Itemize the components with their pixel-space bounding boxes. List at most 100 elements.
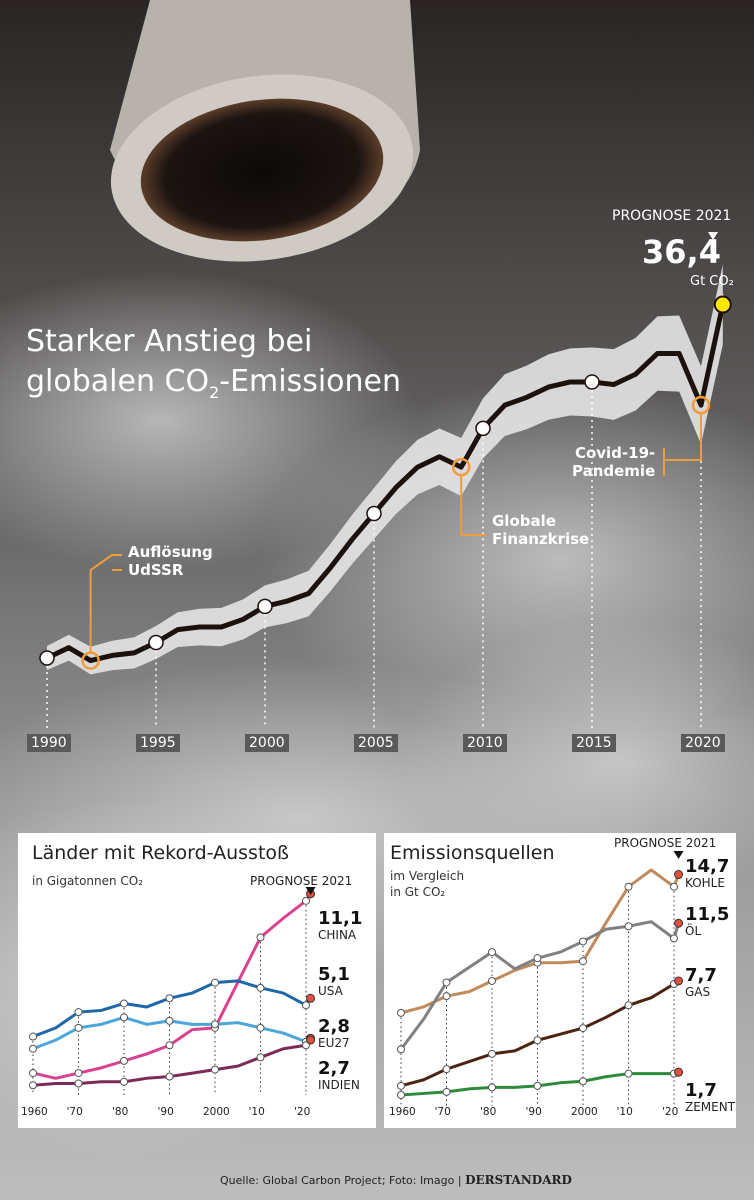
x-tick-'90: '90 [525, 1106, 542, 1118]
end-name-eu27: EU27 [318, 1036, 350, 1050]
end-value-china: 11,1 [318, 908, 363, 929]
main-prognose-label: PROGNOSE 2021 [612, 208, 732, 224]
x-tick-1960: 1960 [21, 1106, 48, 1118]
x-tick-2000: 2000 [571, 1106, 598, 1118]
annotation-line-udssr [89, 554, 122, 653]
point-zement-1960 [397, 1090, 405, 1099]
footer-credit: Quelle: Global Carbon Project; Foto: Ima… [220, 1173, 572, 1187]
point-eu27-1970 [74, 1023, 83, 1032]
point-kohle-1980 [488, 976, 496, 985]
x-tick-2000: 2000 [245, 734, 289, 752]
point-usa-2010 [256, 983, 265, 992]
point-kohle-1960 [397, 1008, 405, 1017]
annotation-udssr-line1: Auflösung [128, 543, 213, 561]
annotation-udssr-line2: UdSSR [128, 561, 184, 579]
x-tick-'80: '80 [112, 1106, 129, 1118]
point-gas-1960 [397, 1081, 405, 1090]
x-tick-2020: 2020 [681, 734, 725, 752]
x-tick-'10: '10 [248, 1106, 265, 1118]
point-2005 [366, 505, 382, 522]
point-china-1990 [165, 1041, 174, 1050]
point-zement-2010 [624, 1069, 633, 1078]
point-eu27-1990 [165, 1016, 174, 1025]
series-line-öl [399, 920, 680, 1051]
prognose-marker [673, 851, 684, 859]
countries-panel [18, 833, 376, 1128]
prognose-point-gas [674, 976, 684, 986]
point-öl-2010 [624, 922, 633, 931]
annotation-covid-line1: Covid-19- [574, 444, 656, 462]
annotation-finanzkrise-line1: Globale [492, 512, 556, 530]
annotation-covid: Covid-19- Pandemie [572, 444, 655, 480]
annotation-udssr: Auflösung UdSSR [128, 543, 213, 579]
x-tick-1995: 1995 [136, 734, 180, 752]
point-usa-2000 [211, 978, 219, 987]
x-tick-2000: 2000 [203, 1106, 230, 1118]
point-indien-1990 [165, 1072, 174, 1081]
prognose-marker [305, 887, 316, 895]
prognose-point-usa [306, 993, 316, 1003]
point-indien-2000 [211, 1065, 219, 1074]
end-value-gas: 7,7 [685, 965, 717, 986]
annotation-covid-line2: Pandemie [572, 462, 656, 480]
end-name-usa: USA [318, 984, 343, 998]
x-tick-'20: '20 [662, 1106, 679, 1118]
end-name-öl: ÖL [685, 924, 702, 938]
point-zement-1980 [488, 1083, 496, 1092]
point-gas-1990 [533, 1036, 542, 1045]
point-zement-2000 [579, 1077, 587, 1086]
x-tick-1990: 1990 [27, 734, 71, 752]
main-title: Starker Anstieg bei globalen CO2-Emissio… [26, 322, 401, 413]
point-usa-1970 [74, 1008, 83, 1017]
point-usa-1990 [165, 994, 174, 1003]
point-gas-1970 [442, 1065, 451, 1074]
point-gas-2010 [624, 1001, 633, 1010]
prognose-point-indien [306, 1035, 316, 1045]
annotation-line-covid [663, 413, 702, 476]
main-title-line2-sub: 2 [209, 383, 220, 402]
countries-prognose-label: PROGNOSE 2021 [250, 874, 353, 888]
sources-prognose-label: PROGNOSE 2021 [614, 836, 717, 850]
point-china-1970 [74, 1069, 83, 1078]
end-value-zement: 1,7 [685, 1080, 717, 1101]
end-value-kohle: 14,7 [685, 856, 730, 877]
point-1990 [39, 650, 55, 666]
point-zement-1990 [533, 1081, 542, 1090]
prognose-arrow [708, 232, 718, 240]
end-value-usa: 5,1 [318, 964, 350, 985]
point-eu27-2010 [256, 1023, 265, 1032]
point-indien-1960 [29, 1081, 37, 1090]
point-öl-1990 [533, 954, 542, 963]
annotation-finanzkrise-line2: Finanzkrise [492, 530, 590, 548]
point-öl-1970 [442, 978, 451, 987]
main-line-chart [39, 232, 732, 728]
point-indien-1980 [120, 1077, 128, 1086]
prognose-point-kohle [674, 870, 684, 880]
x-tick-1960: 1960 [389, 1106, 416, 1118]
sources-subtitle: im Vergleich in Gt CO₂ [390, 868, 464, 900]
point-2010 [475, 420, 491, 437]
end-value-indien: 2,7 [318, 1058, 350, 1079]
x-tick-2005: 2005 [354, 734, 398, 752]
end-name-china: CHINA [318, 928, 357, 942]
sources-subtitle-line1: im Vergleich [390, 869, 465, 883]
point-zement-1970 [442, 1087, 451, 1096]
main-title-line2-pre: globalen CO [26, 364, 210, 399]
point-indien-2010 [256, 1053, 265, 1062]
point-usa-1980 [120, 999, 128, 1008]
prognose-point-2021 [713, 295, 732, 314]
x-tick-'20: '20 [294, 1106, 311, 1118]
x-tick-'10: '10 [616, 1106, 633, 1118]
x-tick-2015: 2015 [572, 734, 616, 752]
point-eu27-1960 [29, 1044, 37, 1053]
point-öl-2000 [579, 937, 587, 946]
point-kohle-2010 [624, 882, 633, 891]
point-2015 [584, 374, 600, 390]
x-tick-2010: 2010 [463, 734, 507, 752]
main-title-line2-post: -Emissionen [219, 364, 402, 399]
point-öl-1980 [488, 948, 496, 957]
point-eu27-2000 [211, 1020, 219, 1029]
annotation-finanzkrise: Globale Finanzkrise [492, 512, 589, 548]
